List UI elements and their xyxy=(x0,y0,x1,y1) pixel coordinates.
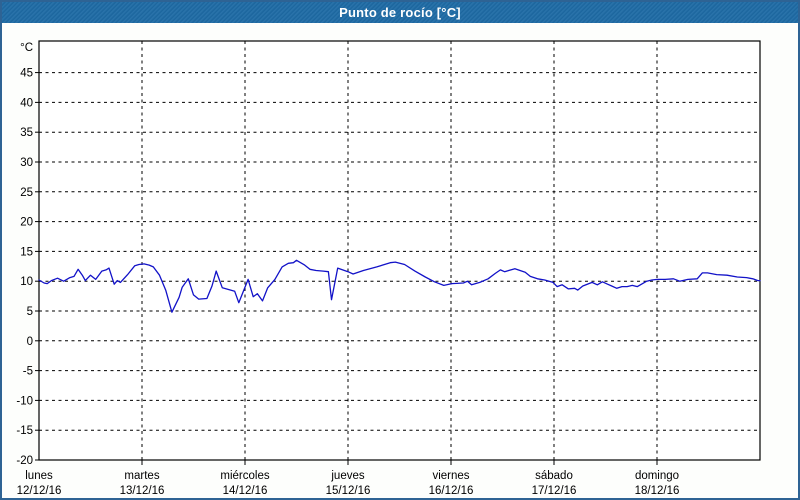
x-date-label: 14/12/16 xyxy=(223,485,268,497)
chart-title-bar: Punto de rocío [°C] xyxy=(2,2,798,23)
y-tick-label: 45 xyxy=(20,68,33,80)
x-date-label: 18/12/16 xyxy=(635,485,680,497)
y-tick-label: 0 xyxy=(27,336,33,348)
x-date-label: 15/12/16 xyxy=(326,485,371,497)
plot-border xyxy=(38,40,761,461)
x-day-label: jueves xyxy=(330,470,364,482)
plot-area: 45 40 35 30 25 20 15 10 5 0 -5 -10 -15 -20 °C lunes 12/1… xyxy=(2,23,798,498)
y-tick-label: 25 xyxy=(20,187,33,199)
y-tick-label: 35 xyxy=(20,127,33,139)
x-day-label: viernes xyxy=(432,470,469,482)
y-tick-label: 5 xyxy=(27,306,33,318)
x-day-label: miércoles xyxy=(220,470,269,482)
x-date-label: 13/12/16 xyxy=(120,485,165,497)
x-day-label: lunes xyxy=(25,470,53,482)
x-day-label: martes xyxy=(124,470,159,482)
y-tick-label: -15 xyxy=(16,425,33,437)
plot-background xyxy=(39,41,760,460)
x-date-label: 16/12/16 xyxy=(429,485,474,497)
y-tick-label: 40 xyxy=(20,97,33,109)
x-day-label: domingo xyxy=(635,470,679,482)
x-date-label: 12/12/16 xyxy=(17,485,62,497)
y-tick-label: 15 xyxy=(20,246,33,258)
y-tick-label: 20 xyxy=(20,217,33,229)
y-tick-label: -5 xyxy=(23,366,33,378)
y-tick-label: 30 xyxy=(20,157,33,169)
chart-title: Punto de rocío [°C] xyxy=(339,5,461,20)
y-tick-label: 10 xyxy=(20,276,33,288)
x-date-label: 17/12/16 xyxy=(532,485,577,497)
dewpoint-line xyxy=(38,259,761,313)
y-tick-label: -10 xyxy=(16,395,33,407)
chart-canvas: 45 40 35 30 25 20 15 10 5 0 -5 -10 -15 -20 °C lunes 12/1… xyxy=(16,40,761,497)
y-tick-label: -20 xyxy=(16,455,33,467)
y-axis-unit-label: °C xyxy=(20,42,33,54)
x-day-label: sábado xyxy=(535,470,573,482)
